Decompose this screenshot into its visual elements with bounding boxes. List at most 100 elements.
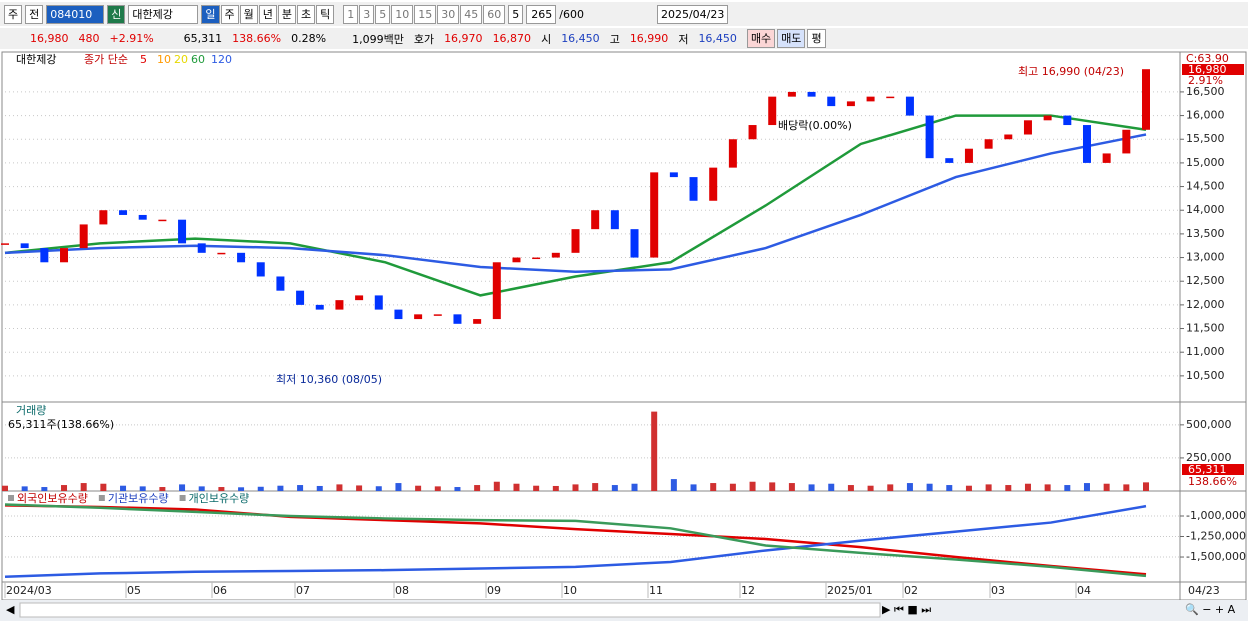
candle — [99, 210, 108, 225]
candle — [728, 139, 737, 168]
stock-name[interactable]: 대한제강 — [128, 4, 199, 24]
x-tick-label: 04 — [1077, 584, 1091, 597]
interval-button[interactable]: 분 — [277, 4, 296, 24]
candle — [335, 300, 344, 310]
interval-button[interactable]: 년 — [258, 4, 277, 24]
mode[interactable]: 전 — [25, 4, 44, 24]
turnover: 0.28% — [291, 32, 327, 45]
open-label: 시 — [541, 32, 552, 46]
candle — [315, 304, 324, 310]
candle — [984, 139, 993, 149]
candle — [20, 243, 29, 249]
avg-button[interactable]: 평 — [807, 29, 826, 48]
y-tick-label: 16,000 — [1186, 109, 1225, 122]
low-annotation: 최저 10,360 (08/05) — [276, 373, 382, 386]
minute-button[interactable]: 3 — [359, 4, 375, 24]
low-label: 저 — [678, 32, 689, 46]
info-bar: 16,980 480 +2.91% 65,311 138.66% 0.28% 1… — [0, 28, 1248, 49]
interval-button[interactable]: 주 — [220, 4, 239, 24]
volume-bar — [120, 485, 127, 491]
sell-button[interactable]: 매도 — [777, 29, 806, 48]
candle — [1122, 129, 1131, 154]
candle — [748, 125, 757, 140]
minute-button[interactable]: 45 — [460, 4, 483, 24]
minute-button[interactable]: 15 — [414, 4, 437, 24]
volume-bar — [1103, 483, 1110, 491]
y-tick-label: 15,500 — [1186, 132, 1225, 145]
minute-button[interactable]: 30 — [437, 4, 460, 24]
candle — [79, 224, 88, 249]
volume-bar — [395, 483, 402, 491]
candle — [1082, 125, 1091, 163]
volume-ratio: 138.66% — [232, 32, 282, 45]
price: 16,980 — [30, 32, 69, 45]
candle — [1023, 120, 1032, 135]
volume-bar — [1143, 482, 1149, 491]
volume-bar — [808, 484, 815, 491]
volume-bar — [100, 483, 107, 491]
minute-button[interactable]: 60 — [483, 4, 506, 24]
minute-button[interactable]: 10 — [391, 4, 414, 24]
interval-button[interactable]: 월 — [239, 4, 258, 24]
code-input[interactable]: 084010 — [46, 4, 105, 24]
volume-bar — [887, 484, 894, 491]
bars-max: /600 — [559, 7, 584, 21]
candle — [512, 257, 521, 263]
x-tick-label: 08 — [395, 584, 409, 597]
volume-bar — [828, 483, 835, 491]
interval-button[interactable]: 초 — [297, 4, 316, 24]
candle — [394, 309, 403, 320]
x-tick-label: 2025/01 — [827, 584, 873, 597]
volume-bar — [159, 487, 166, 491]
candle — [1063, 115, 1072, 126]
scroll-left[interactable]: ◀ — [6, 603, 15, 616]
interval-button[interactable]: 일 — [201, 4, 220, 24]
panel-subtitle: 65,311주(138.66%) — [8, 418, 114, 431]
y-tick-label: 15,000 — [1186, 156, 1225, 169]
y-tick-label: 250,000 — [1186, 451, 1232, 464]
scroll-track[interactable] — [19, 602, 881, 618]
candle — [197, 243, 206, 253]
legend-item: 기관보유수량 — [108, 492, 169, 505]
candle — [591, 210, 600, 230]
zoom-controls[interactable]: 🔍 − + A — [1185, 602, 1236, 616]
minute-button[interactable]: 5 — [375, 4, 391, 24]
x-tick-label: 07 — [296, 584, 310, 597]
volume-bar — [513, 483, 520, 491]
volume-bar — [946, 485, 953, 491]
candle — [1102, 153, 1111, 163]
high-annotation: 최고 16,990 (04/23) — [1018, 65, 1124, 78]
scroll-controls[interactable]: ▶ ⏮ ■ ⏭ — [882, 603, 931, 616]
volume-bar — [965, 485, 972, 491]
bars[interactable]: 265 — [526, 4, 557, 24]
candle — [40, 248, 49, 263]
x-tick-label: 11 — [649, 584, 663, 597]
count[interactable]: 5 — [508, 4, 524, 24]
candle — [453, 314, 462, 324]
line — [4, 504, 1147, 576]
volume-bar — [139, 486, 146, 491]
axis-area — [1179, 51, 1247, 601]
candle — [433, 314, 442, 316]
dividend-annotation: 배당락(0.00%) — [778, 119, 852, 132]
y-tick-label: 13,500 — [1186, 227, 1225, 240]
line — [4, 503, 1147, 578]
legend-item: 20 — [174, 53, 188, 66]
date[interactable]: 2025/04/23 — [656, 4, 729, 24]
volume-bar — [257, 486, 264, 491]
volume-bar — [179, 484, 186, 491]
candle — [158, 219, 167, 222]
quote-label: 호가 — [413, 32, 435, 46]
buy-button[interactable]: 매수 — [746, 29, 776, 48]
volume-bar — [415, 485, 422, 491]
period-type[interactable]: 주 — [4, 4, 23, 24]
candle — [905, 96, 914, 116]
chart-frame — [1, 51, 1247, 601]
legend-swatch — [98, 495, 105, 501]
candle — [492, 262, 501, 320]
y-tick-label: 500,000 — [1186, 418, 1232, 431]
interval-button[interactable]: 틱 — [316, 4, 335, 24]
candle — [689, 177, 698, 201]
volume-bar — [729, 483, 736, 491]
minute-button[interactable]: 1 — [343, 4, 359, 24]
